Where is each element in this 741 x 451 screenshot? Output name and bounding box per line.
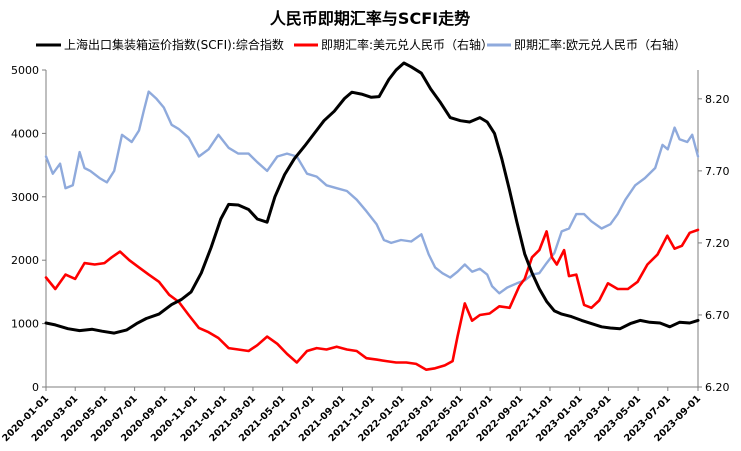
- y-right-tick-label: 7.70: [705, 165, 730, 178]
- series-layer: [44, 61, 700, 372]
- legend-label-eur: 即期汇率:欧元兑人民币（右轴）: [514, 37, 686, 52]
- series-line-scfi: [44, 61, 700, 335]
- y-left-tick-label: 5000: [11, 64, 39, 77]
- y-left-tick-label: 4000: [11, 127, 39, 140]
- series-line-eur-cny: [44, 90, 700, 295]
- legend: 上海出口集装箱运价指数(SCFI):综合指数 即期汇率:美元兑人民币（右轴） 即…: [36, 37, 686, 52]
- y-right-tick-label: 6.70: [705, 309, 730, 322]
- y-right-tick-label: 7.20: [705, 237, 730, 250]
- chart-title: 人民币即期汇率与SCFI走势: [270, 9, 470, 28]
- y-axis-right-ticks: 6.20 6.70 7.20 7.70 8.20: [698, 93, 730, 394]
- series-line-usd-cny: [44, 228, 700, 372]
- y-left-tick-label: 2000: [11, 254, 39, 267]
- y-right-tick-label: 6.20: [705, 381, 730, 394]
- legend-label-usd: 即期汇率:美元兑人民币（右轴）: [321, 37, 493, 52]
- y-left-tick-label: 1000: [11, 318, 39, 331]
- y-left-tick-label: 0: [32, 381, 39, 394]
- x-axis-ticks: 2020-01-012020-03-012020-05-012020-07-01…: [0, 387, 703, 444]
- legend-label-scfi: 上海出口集装箱运价指数(SCFI):综合指数: [64, 37, 284, 52]
- y-right-tick-label: 8.20: [705, 93, 730, 106]
- y-axis-left-ticks: 0 1000 2000 3000 4000 5000: [11, 64, 46, 394]
- y-left-tick-label: 3000: [11, 191, 39, 204]
